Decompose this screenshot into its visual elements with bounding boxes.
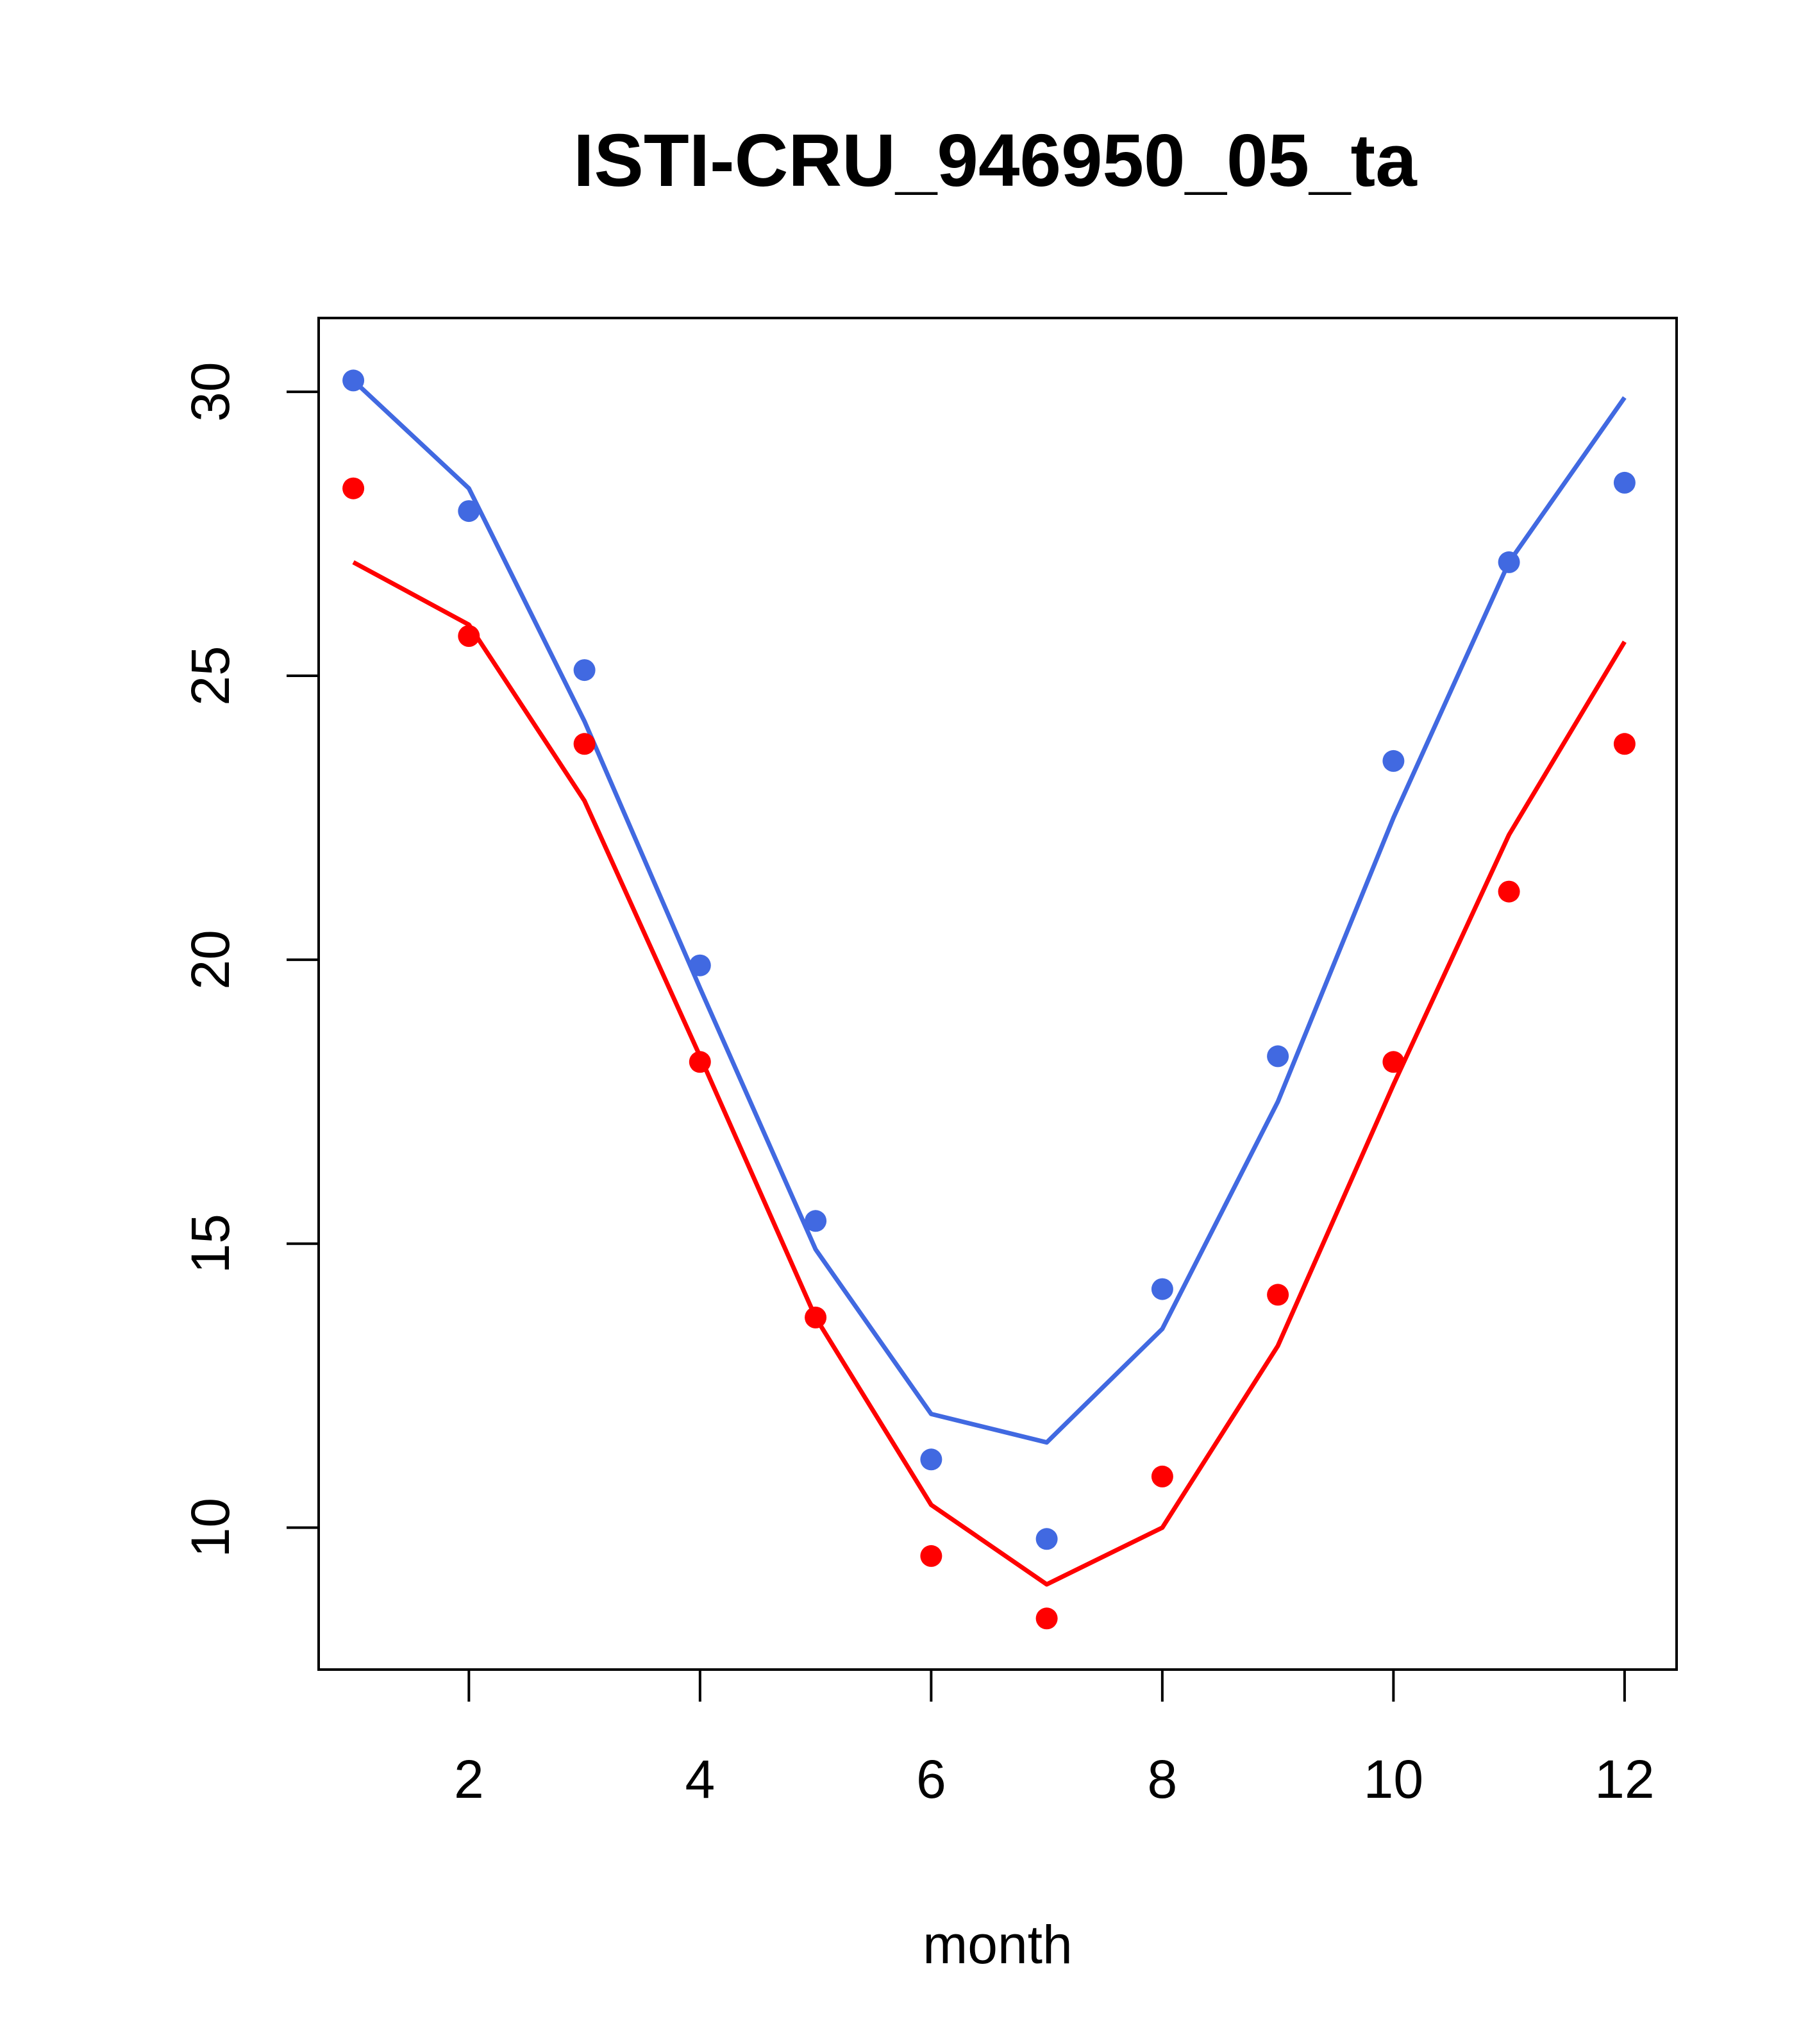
series-2-point <box>1151 1465 1173 1487</box>
y-tick-label: 30 <box>180 362 240 421</box>
x-axis-label: month <box>923 1914 1072 1975</box>
series-2-point <box>342 477 365 499</box>
series-layer <box>342 369 1636 1630</box>
series-1-point <box>573 659 596 682</box>
series-1-point <box>1151 1278 1173 1300</box>
x-tick-label: 12 <box>1595 1749 1654 1809</box>
series-2-point <box>805 1306 827 1328</box>
x-tick-label: 4 <box>685 1749 715 1809</box>
y-tick-label: 15 <box>180 1214 240 1273</box>
series-2-point <box>573 733 596 755</box>
series-2-point <box>1613 733 1636 755</box>
series-2-line <box>352 560 1627 1587</box>
y-tick-label: 25 <box>180 646 240 705</box>
series-1-point <box>1382 750 1405 772</box>
series-1-point <box>1498 551 1520 573</box>
series-2-point <box>920 1545 942 1567</box>
y-axis: 10 15 20 25 30 <box>180 362 320 1557</box>
series-2-point <box>1498 880 1520 903</box>
series-1-point <box>1267 1045 1289 1068</box>
series-1-point <box>920 1448 942 1471</box>
series-1-point <box>458 500 480 523</box>
series-1-point <box>1035 1528 1058 1550</box>
series-2-point <box>1382 1051 1405 1073</box>
series-1-line <box>351 378 1627 1445</box>
y-tick-label: 10 <box>180 1498 240 1557</box>
x-tick-label: 6 <box>916 1749 946 1809</box>
plot-frame <box>317 317 1678 1671</box>
x-axis: 2 4 6 8 10 12 <box>454 1668 1655 1809</box>
series-1-point <box>689 954 711 976</box>
series-2-point <box>458 625 480 647</box>
x-tick-label: 10 <box>1364 1749 1423 1809</box>
series-1-point <box>805 1210 827 1232</box>
y-tick-label: 20 <box>180 930 240 989</box>
series-2-point <box>1267 1284 1289 1306</box>
chart-title: ISTI-CRU_946950_05_ta <box>573 119 1418 202</box>
series-2-point <box>1035 1607 1058 1630</box>
x-tick-label: 2 <box>454 1749 484 1809</box>
series-2-point <box>689 1051 711 1073</box>
x-tick-label: 8 <box>1148 1749 1178 1809</box>
series-1-point <box>1613 471 1636 494</box>
series-1-point <box>342 369 365 392</box>
